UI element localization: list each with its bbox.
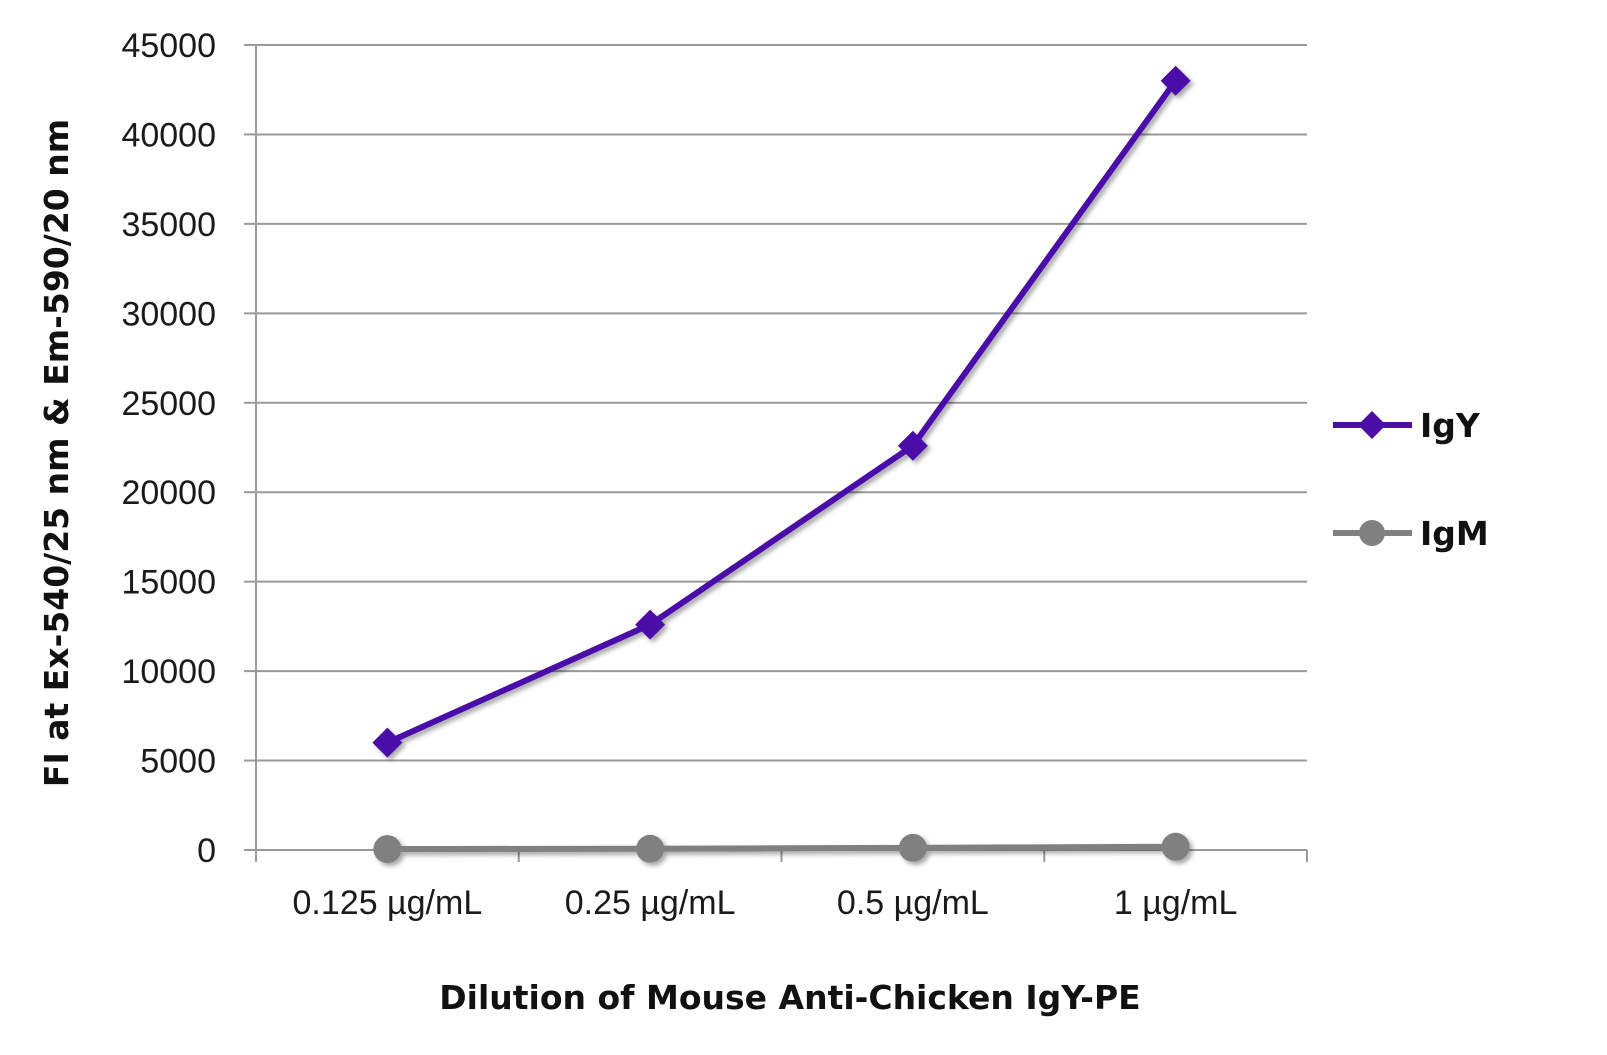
x-tick-label: 0.5 µg/mL [837, 884, 989, 922]
axes [244, 44, 1308, 862]
data-point-igm [898, 833, 927, 862]
y-tick-label: 20000 [121, 474, 216, 512]
series-line-igm [384, 843, 1179, 853]
series-lines [372, 65, 1191, 864]
legend-label: IgY [1420, 406, 1481, 445]
data-point-igm [373, 835, 402, 864]
data-point-igy [635, 609, 666, 640]
data-point-igm [636, 834, 665, 863]
x-tick-label: 0.25 µg/mL [565, 884, 736, 922]
series-igy [372, 65, 1191, 758]
data-point-igy [372, 727, 403, 758]
data-point-igm [1161, 832, 1190, 861]
data-point-igy [897, 430, 928, 461]
y-tick-label: 15000 [121, 564, 216, 602]
x-tick-label: 1 µg/mL [1114, 884, 1238, 922]
y-tick-label: 30000 [121, 295, 216, 333]
legend-marker [1359, 520, 1385, 546]
legend-item-igm: IgM [1333, 514, 1489, 553]
y-tick-label: 45000 [121, 27, 216, 65]
data-point-igy [1160, 65, 1191, 96]
legend-label: IgM [1420, 514, 1489, 553]
legend-marker [1358, 411, 1386, 439]
series-igm [373, 832, 1190, 864]
legend-item-igy: IgY [1333, 406, 1481, 445]
x-tick-label: 0.125 µg/mL [293, 884, 483, 922]
y-tick-label: 10000 [121, 653, 216, 691]
y-tick-label: 5000 [140, 743, 216, 781]
y-tick-label: 35000 [121, 206, 216, 244]
x-axis-title: Dilution of Mouse Anti-Chicken IgY-PE [439, 978, 1140, 1017]
gridlines [256, 44, 1307, 762]
y-axis-title: FI at Ex-540/25 nm & Em-590/20 nm [37, 119, 76, 787]
series-line-igy [384, 77, 1179, 746]
y-tick-labels: 0 5000 10000 15000 20000 25000 30000 35000 40000… [121, 27, 216, 870]
y-tick-label: 40000 [121, 116, 216, 154]
legend: IgY IgM [1333, 406, 1489, 553]
y-tick-label: 0 [197, 832, 216, 870]
y-tick-label: 25000 [121, 385, 216, 423]
x-tick-labels: 0.125 µg/mL 0.25 µg/mL 0.5 µg/mL 1 µg/mL [293, 884, 1238, 922]
